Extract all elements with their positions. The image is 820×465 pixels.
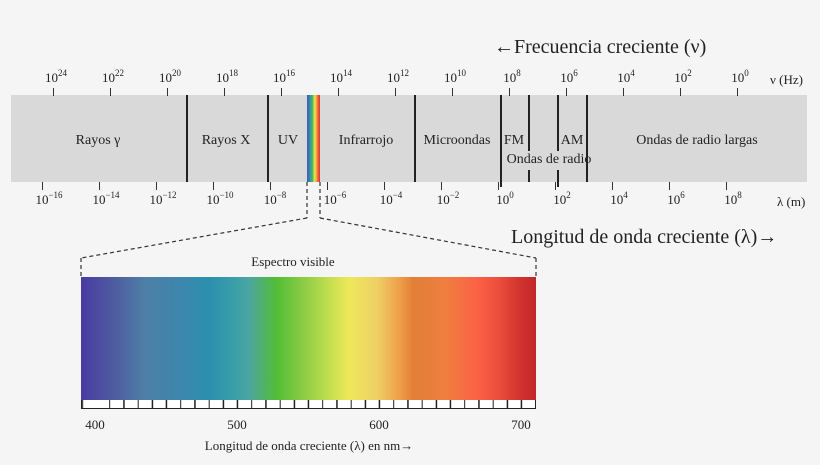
wave-tick-label: 104 xyxy=(610,190,628,208)
wave-tick-label: 102 xyxy=(553,190,571,208)
region-infrared: Infrarrojo xyxy=(338,133,394,148)
wave-tick-label: 10−2 xyxy=(436,190,460,208)
region-uv: UV xyxy=(277,133,299,148)
wave-tick-label: 108 xyxy=(724,190,742,208)
nm-tick-label: 600 xyxy=(369,417,389,432)
freq-tick-label: 100 xyxy=(731,68,749,86)
wavelength-title: Longitud de onda creciente (λ)→ xyxy=(511,226,778,248)
freq-tick-label: 1018 xyxy=(216,68,238,86)
wave-tick-label: 10−4 xyxy=(379,190,403,208)
freq-tick-label: 104 xyxy=(617,68,635,86)
wave-tick-label: 106 xyxy=(667,190,685,208)
nm-tick-label: 700 xyxy=(511,417,531,432)
region-divider xyxy=(528,170,530,182)
nm-tick-label: 500 xyxy=(227,417,247,432)
spectrum-band xyxy=(11,95,807,182)
region-long-radio: Ondas de radio largas xyxy=(636,133,758,148)
region-xray: Rayos X xyxy=(201,133,251,148)
region-divider xyxy=(557,170,559,187)
visible-spectrum-title: Espectro visible xyxy=(251,254,335,269)
visible-light-strip xyxy=(307,95,320,182)
wave-tick-label: 10−12 xyxy=(149,190,177,208)
region-divider xyxy=(557,95,559,151)
region-divider xyxy=(267,95,269,182)
nm-ruler xyxy=(81,400,536,409)
region-divider xyxy=(500,95,502,187)
freq-tick-label: 1012 xyxy=(387,68,409,86)
region-divider xyxy=(586,95,588,182)
freq-tick-label: 1014 xyxy=(330,68,352,86)
nm-axis-label: Longitud de onda creciente (λ) en nm→ xyxy=(204,438,414,453)
freq-tick-label: 1024 xyxy=(45,68,67,86)
nm-tick-label: 400 xyxy=(85,417,105,432)
freq-tick-label: 102 xyxy=(674,68,692,86)
wave-tick-label: 10−6 xyxy=(323,190,347,208)
region-fm: FM xyxy=(503,133,525,148)
region-gamma: Rayos γ xyxy=(75,133,121,148)
frequency-title: ←Frecuencia creciente (ν) xyxy=(494,36,707,58)
region-divider xyxy=(528,95,530,151)
freq-tick-label: 108 xyxy=(503,68,521,86)
wavelength-unit: λ (m) xyxy=(777,194,806,209)
wave-tick-label: 10−10 xyxy=(206,190,234,208)
freq-tick-label: 1016 xyxy=(273,68,295,86)
region-divider xyxy=(186,95,188,182)
visible-spectrum-gradient xyxy=(81,277,536,400)
frequency-unit: ν (Hz) xyxy=(770,72,803,87)
wave-tick-label: 10−8 xyxy=(263,190,287,208)
region-radio: Ondas de radio xyxy=(506,152,592,167)
wave-tick-label: 100 xyxy=(496,190,514,208)
freq-tick-label: 1010 xyxy=(444,68,466,86)
freq-tick-label: 1020 xyxy=(159,68,181,86)
region-am: AM xyxy=(560,133,584,148)
freq-tick-label: 1022 xyxy=(102,68,124,86)
region-microwave: Microondas xyxy=(423,133,491,148)
freq-tick-label: 106 xyxy=(560,68,578,86)
wave-tick-label: 10−14 xyxy=(92,190,120,208)
region-divider xyxy=(414,95,416,182)
wave-tick-label: 10−16 xyxy=(35,190,63,208)
